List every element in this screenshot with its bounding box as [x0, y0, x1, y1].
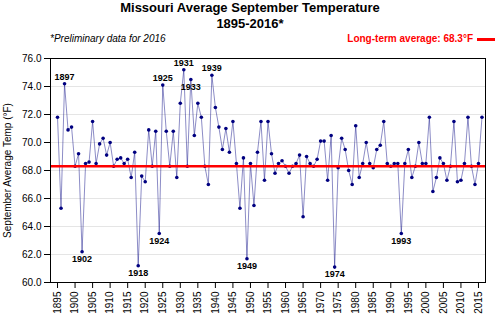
svg-text:2015: 2015 [473, 291, 484, 314]
svg-text:1924: 1924 [149, 236, 169, 246]
svg-text:1965: 1965 [297, 291, 308, 314]
svg-text:72.0: 72.0 [22, 109, 42, 120]
svg-text:1975: 1975 [332, 291, 343, 314]
svg-text:74.0: 74.0 [22, 81, 42, 92]
svg-text:1950: 1950 [245, 291, 256, 314]
svg-text:1990: 1990 [385, 291, 396, 314]
svg-text:2005: 2005 [438, 291, 449, 314]
svg-text:62.0: 62.0 [22, 249, 42, 260]
html-text:1895-2016*: 1895-2016* [216, 16, 284, 31]
svg-text:1945: 1945 [227, 291, 238, 314]
svg-text:66.0: 66.0 [22, 193, 42, 204]
svg-text:1915: 1915 [122, 291, 133, 314]
svg-text:64.0: 64.0 [22, 221, 42, 232]
svg-text:1974: 1974 [325, 269, 345, 279]
svg-text:2010: 2010 [455, 291, 466, 314]
svg-text:1960: 1960 [280, 291, 291, 314]
svg-text:1940: 1940 [210, 291, 221, 314]
svg-text:1933: 1933 [181, 82, 201, 92]
svg-text:1895: 1895 [52, 291, 63, 314]
svg-text:1985: 1985 [367, 291, 378, 314]
svg-text:1935: 1935 [192, 291, 203, 314]
svg-text:68.0: 68.0 [22, 165, 42, 176]
svg-text:1897: 1897 [55, 72, 75, 82]
svg-text:1905: 1905 [87, 291, 98, 314]
html-text:*Preliminary data for 2016: *Preliminary data for 2016 [50, 33, 166, 44]
svg-text:1925: 1925 [157, 291, 168, 314]
svg-text:1949: 1949 [237, 261, 257, 271]
svg-text:1918: 1918 [128, 268, 148, 278]
svg-text:70.0: 70.0 [22, 137, 42, 148]
html-text:Long-term average: 68.3°F: Long-term average: 68.3°F [347, 33, 473, 44]
svg-text:1910: 1910 [104, 291, 115, 314]
svg-text:60.0: 60.0 [22, 277, 42, 288]
svg-text:September Average Temp (°F): September Average Temp (°F) [2, 103, 13, 238]
svg-text:1931: 1931 [174, 58, 194, 68]
svg-text:1970: 1970 [315, 291, 326, 314]
svg-text:1939: 1939 [202, 63, 222, 73]
svg-text:1930: 1930 [174, 291, 185, 314]
svg-text:1955: 1955 [262, 291, 273, 314]
svg-text:2000: 2000 [420, 291, 431, 314]
svg-text:1920: 1920 [139, 291, 150, 314]
svg-text:1993: 1993 [391, 236, 411, 246]
svg-text:1995: 1995 [403, 291, 414, 314]
html-text:Missouri Average September Tem: Missouri Average September Temperature [120, 0, 380, 15]
svg-text:1900: 1900 [69, 291, 80, 314]
svg-text:1902: 1902 [72, 254, 92, 264]
svg-text:76.0: 76.0 [22, 53, 42, 64]
svg-text:1980: 1980 [350, 291, 361, 314]
svg-text:1925: 1925 [153, 73, 173, 83]
